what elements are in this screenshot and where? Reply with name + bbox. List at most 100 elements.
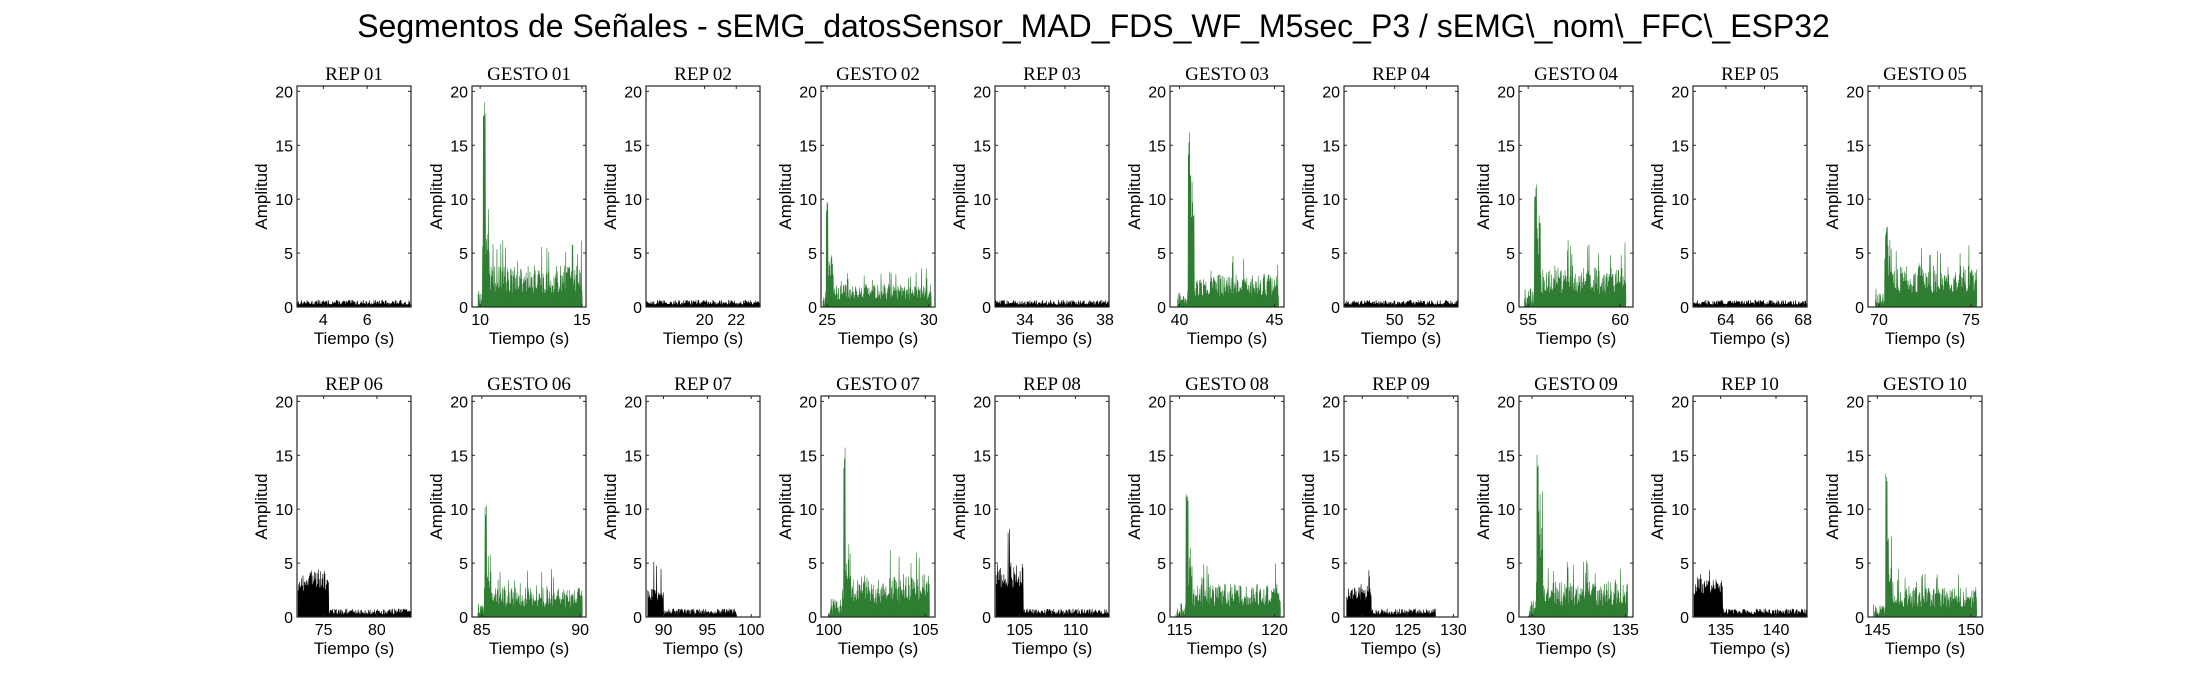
x-axis-label: Tiempo (s) <box>1885 329 1966 348</box>
y-tick-label: 5 <box>982 556 991 573</box>
y-tick-label: 15 <box>1322 138 1340 155</box>
subplot-gesto-07: 0 5 10 15 20 100 105 GESTO 07 Tiempo (s) Amplitud <box>776 374 939 658</box>
x-tick-label: 90 <box>655 622 673 639</box>
y-tick-label: 15 <box>973 138 991 155</box>
x-axis-label: Tiempo (s) <box>1187 639 1268 658</box>
y-tick-label: 20 <box>450 84 468 101</box>
y-tick-label: 10 <box>1497 192 1515 209</box>
x-tick-label: 22 <box>727 312 745 329</box>
y-tick-label: 20 <box>275 84 293 101</box>
axes-box <box>1518 85 1634 308</box>
subplot-rep-07: 0 5 10 15 20 90 95 100 REP 07 Tiempo (s) Amplitud <box>601 374 765 658</box>
x-tick-label: 130 <box>1440 622 1467 639</box>
subplot-gesto-08: 0 5 10 15 20 115 120 GESTO 08 Tiempo (s) Amplitud <box>1125 374 1288 658</box>
y-tick-label: 10 <box>1846 502 1864 519</box>
y-tick-label: 0 <box>808 610 817 627</box>
x-axis-label: Tiempo (s) <box>1187 329 1268 348</box>
y-tick-label: 15 <box>450 138 468 155</box>
x-tick-label: 4 <box>319 312 328 329</box>
subplot-gesto-10: 0 5 10 15 20 145 150 GESTO 10 Tiempo (s) Amplitud <box>1823 374 1984 658</box>
axes-box <box>296 395 412 618</box>
y-tick-label: 15 <box>275 138 293 155</box>
axes-box <box>994 85 1110 308</box>
y-tick-label: 10 <box>1497 502 1515 519</box>
y-tick-label: 15 <box>450 448 468 465</box>
y-tick-label: 0 <box>459 610 468 627</box>
y-tick-label: 10 <box>1671 502 1689 519</box>
y-tick-label: 5 <box>1855 556 1864 573</box>
y-tick-label: 5 <box>1680 246 1689 263</box>
axes-box <box>1169 85 1285 308</box>
subplot-gesto-01: 0 5 10 15 20 10 15 GESTO 01 Tiempo (s) Amplitud <box>427 64 591 348</box>
y-tick-label: 20 <box>1148 394 1166 411</box>
x-tick-label: 95 <box>698 622 716 639</box>
y-axis-label: Amplitud <box>950 473 969 539</box>
y-axis-label: Amplitud <box>601 163 620 229</box>
x-tick-label: 60 <box>1611 312 1629 329</box>
y-tick-label: 5 <box>284 246 293 263</box>
x-axis-label: Tiempo (s) <box>1536 639 1617 658</box>
x-axis-label: Tiempo (s) <box>1710 329 1791 348</box>
y-tick-label: 0 <box>633 610 642 627</box>
y-tick-label: 10 <box>450 192 468 209</box>
signal-area <box>477 505 583 618</box>
x-tick-label: 120 <box>1349 622 1376 639</box>
y-tick-label: 15 <box>275 448 293 465</box>
subplot-gesto-05: 0 5 10 15 20 70 75 GESTO 05 Tiempo (s) Amplitud <box>1823 64 1983 348</box>
x-tick-label: 115 <box>1167 622 1193 639</box>
y-tick-label: 10 <box>1322 192 1340 209</box>
subplot-title: GESTO 04 <box>1534 64 1618 85</box>
y-tick-label: 10 <box>799 192 817 209</box>
y-tick-label: 0 <box>1855 300 1864 317</box>
y-axis-label: Amplitud <box>1125 473 1144 539</box>
signal-area <box>1346 570 1436 618</box>
x-tick-label: 75 <box>1962 312 1980 329</box>
y-tick-label: 20 <box>1148 84 1166 101</box>
subplot-title: REP 01 <box>325 64 383 85</box>
y-tick-label: 20 <box>973 84 991 101</box>
axes-box <box>296 85 412 308</box>
signal-area <box>822 201 932 308</box>
y-tick-label: 10 <box>973 192 991 209</box>
x-axis-label: Tiempo (s) <box>489 329 570 348</box>
y-tick-label: 5 <box>1157 246 1166 263</box>
x-tick-label: 100 <box>738 622 765 639</box>
y-tick-label: 20 <box>1497 84 1515 101</box>
y-tick-label: 15 <box>1671 448 1689 465</box>
x-axis-label: Tiempo (s) <box>1361 329 1442 348</box>
x-tick-label: 50 <box>1386 312 1404 329</box>
x-axis-label: Tiempo (s) <box>1885 639 1966 658</box>
signal-area <box>1528 454 1629 618</box>
x-tick-label: 6 <box>363 312 372 329</box>
signal-area <box>1692 299 1808 308</box>
x-axis-label: Tiempo (s) <box>314 639 395 658</box>
y-tick-label: 20 <box>450 394 468 411</box>
x-tick-label: 90 <box>571 622 589 639</box>
x-tick-label: 100 <box>815 622 842 639</box>
y-tick-label: 15 <box>1497 448 1515 465</box>
y-tick-label: 0 <box>1680 610 1689 627</box>
x-tick-label: 130 <box>1519 622 1546 639</box>
y-tick-label: 0 <box>1506 300 1515 317</box>
subplot-gesto-02: 0 5 10 15 20 25 30 GESTO 02 Tiempo (s) Amplitud <box>776 64 938 348</box>
y-tick-label: 15 <box>973 448 991 465</box>
subplot-gesto-06: 0 5 10 15 20 85 90 GESTO 06 Tiempo (s) Amplitud <box>427 374 589 658</box>
subplot-title: REP 09 <box>1372 374 1430 395</box>
y-axis-label: Amplitud <box>252 163 271 229</box>
subplot-rep-02: 0 5 10 15 20 20 22 REP 02 Tiempo (s) Amplitud <box>601 64 761 348</box>
subplot-title: REP 03 <box>1023 64 1081 85</box>
y-tick-label: 10 <box>624 192 642 209</box>
y-tick-label: 20 <box>624 394 642 411</box>
y-tick-label: 10 <box>275 192 293 209</box>
y-tick-label: 0 <box>1680 300 1689 317</box>
x-tick-label: 55 <box>1519 312 1537 329</box>
x-tick-label: 145 <box>1864 622 1891 639</box>
signal-area <box>1524 184 1627 308</box>
axes-box <box>1343 85 1459 308</box>
y-tick-label: 5 <box>1331 246 1340 263</box>
y-tick-label: 5 <box>1157 556 1166 573</box>
x-tick-label: 75 <box>315 622 333 639</box>
y-axis-label: Amplitud <box>1125 163 1144 229</box>
x-tick-label: 52 <box>1417 312 1435 329</box>
